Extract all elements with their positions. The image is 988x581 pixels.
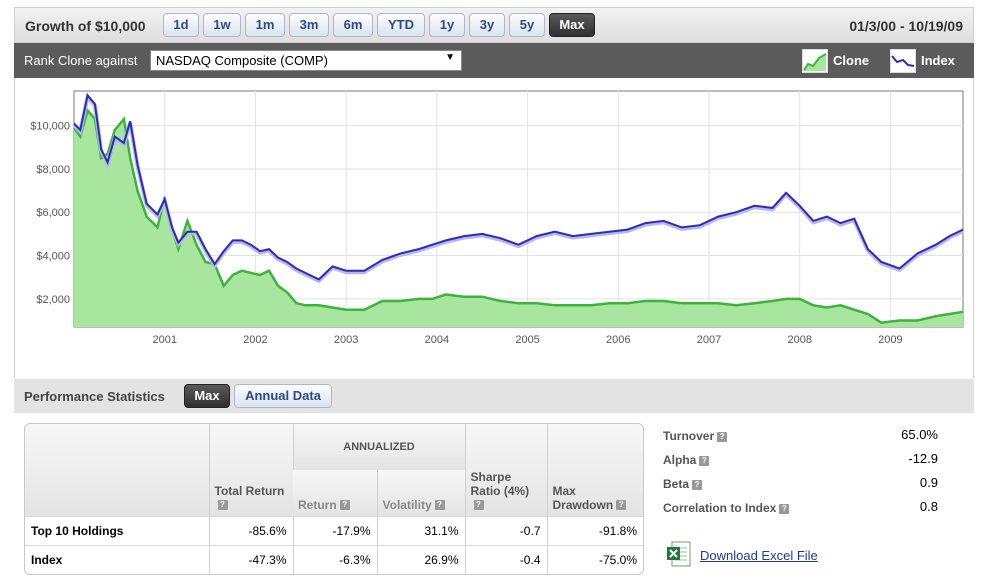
metric-label: Turnover xyxy=(663,429,715,443)
index-select-value: NASDAQ Composite (COMP) xyxy=(156,53,328,68)
x-tick-label: 2005 xyxy=(515,334,539,346)
x-tick-label: 2009 xyxy=(878,334,902,346)
metric-value: 0.9 xyxy=(919,475,938,490)
col-total-return: Total Return? xyxy=(208,424,293,516)
range-6m-button[interactable]: 6m xyxy=(333,13,373,37)
growth-chart: $2,000 $4,000 $6,000 $8,000 $10,000 2001 2002 2… xyxy=(14,78,974,378)
growth-title: Growth of $10,000 xyxy=(25,18,146,34)
y-tick-label: $6,000 xyxy=(36,207,70,219)
metric-correlation: Correlation to Index? 0.8 xyxy=(663,498,938,522)
download-excel-link[interactable]: Download Excel File xyxy=(700,548,818,563)
help-icon[interactable]: ? xyxy=(434,500,445,511)
dropdown-arrow-icon: ▼ xyxy=(445,52,455,63)
rank-bar: Rank Clone against NASDAQ Composite (COM… xyxy=(14,43,974,78)
cell-total-return: -85.6% xyxy=(208,515,293,545)
row-label: Top 10 Holdings xyxy=(25,515,209,545)
x-tick-label: 2001 xyxy=(152,334,176,346)
y-tick-label: $10,000 xyxy=(30,121,70,133)
y-tick-label: $4,000 xyxy=(36,251,70,263)
range-max-button[interactable]: Max xyxy=(549,13,595,37)
range-3m-button[interactable]: 3m xyxy=(289,13,329,37)
y-tick-label: $2,000 xyxy=(36,294,70,306)
table-row: Index -47.3% -6.3% 26.9% -0.4 -75.0% xyxy=(25,544,643,574)
x-tick-label: 2003 xyxy=(334,334,358,346)
range-3y-button[interactable]: 3y xyxy=(469,13,505,37)
clone-legend-label: Clone xyxy=(833,53,870,68)
range-ytd-button[interactable]: YTD xyxy=(377,13,425,37)
col-drawdown: Max Drawdown? xyxy=(546,424,643,516)
metrics-panel: Turnover? 65.0% Alpha? -12.9 Beta? 0.9 C… xyxy=(663,426,938,522)
cell-sharpe: -0.4 xyxy=(464,544,547,574)
x-tick-label: 2007 xyxy=(697,334,721,346)
col-sharpe-label: Sharpe Ratio (4%) xyxy=(470,469,530,498)
col-volatility: Volatility? xyxy=(376,470,465,516)
growth-toolbar: Growth of $10,000 1d 1w 1m 3m 6m YTD 1y … xyxy=(14,7,974,43)
index-legend-label: Index xyxy=(921,53,955,68)
help-icon[interactable]: ? xyxy=(779,503,790,514)
metric-beta: Beta? 0.9 xyxy=(663,474,938,498)
cell-return: -6.3% xyxy=(292,544,377,574)
tab-annual-data[interactable]: Annual Data xyxy=(234,384,332,408)
help-icon[interactable]: ? xyxy=(699,455,710,466)
metric-label: Alpha xyxy=(663,453,697,467)
x-tick-label: 2008 xyxy=(787,334,811,346)
col-annualized: ANNUALIZED xyxy=(292,424,465,470)
x-tick-label: 2006 xyxy=(606,334,630,346)
metric-label: Beta xyxy=(663,477,690,491)
excel-file-icon xyxy=(667,541,691,567)
metric-alpha: Alpha? -12.9 xyxy=(663,450,938,474)
rank-label: Rank Clone against xyxy=(24,53,138,68)
help-icon[interactable]: ? xyxy=(217,500,228,511)
range-1d-button[interactable]: 1d xyxy=(163,13,199,37)
metric-turnover: Turnover? 65.0% xyxy=(663,426,938,450)
row-label: Index xyxy=(25,544,209,574)
index-legend-swatch-icon xyxy=(890,49,916,73)
table-row: Top 10 Holdings -85.6% -17.9% 31.1% -0.7… xyxy=(25,515,643,545)
col-sharpe: Sharpe Ratio (4%)? xyxy=(464,424,547,516)
range-1y-button[interactable]: 1y xyxy=(429,13,465,37)
cell-drawdown: -91.8% xyxy=(546,515,643,545)
col-return-label: Return xyxy=(298,497,337,512)
metric-label: Correlation to Index xyxy=(663,501,777,515)
performance-table: Total Return? ANNUALIZED Sharpe Ratio (4… xyxy=(24,423,644,575)
table-corner xyxy=(25,424,209,516)
x-tick-label: 2002 xyxy=(243,334,267,346)
growth-chart-svg: $2,000 $4,000 $6,000 $8,000 $10,000 2001 2002 2… xyxy=(30,90,964,346)
cell-volatility: 31.1% xyxy=(376,515,465,545)
col-return: Return? xyxy=(293,470,377,516)
clone-line xyxy=(72,107,964,324)
stats-bar: Performance Statistics Max Annual Data xyxy=(14,379,974,413)
range-1w-button[interactable]: 1w xyxy=(203,13,241,37)
metric-value: 65.0% xyxy=(901,427,938,442)
x-tick-label: 2004 xyxy=(425,334,449,346)
help-icon[interactable]: ? xyxy=(616,500,627,511)
clone-legend-swatch-icon xyxy=(802,49,828,73)
col-total-return-label: Total Return xyxy=(214,483,285,498)
metric-value: -12.9 xyxy=(908,451,938,466)
range-1m-button[interactable]: 1m xyxy=(245,13,285,37)
help-icon[interactable]: ? xyxy=(473,500,484,511)
col-drawdown-label: Max Drawdown xyxy=(552,483,614,512)
cell-volatility: 26.9% xyxy=(376,544,465,574)
cell-drawdown: -75.0% xyxy=(546,544,643,574)
cell-return: -17.9% xyxy=(292,515,377,545)
index-line xyxy=(73,93,964,281)
help-icon[interactable]: ? xyxy=(717,431,728,442)
clone-area xyxy=(74,110,963,327)
range-5y-button[interactable]: 5y xyxy=(509,13,545,37)
date-range: 01/3/00 - 10/19/09 xyxy=(849,18,963,34)
tab-max[interactable]: Max xyxy=(184,384,230,408)
help-icon[interactable]: ? xyxy=(339,500,350,511)
index-select[interactable]: NASDAQ Composite (COMP) ▼ xyxy=(150,50,462,71)
y-tick-label: $8,000 xyxy=(36,164,70,176)
cell-sharpe: -0.7 xyxy=(464,515,547,545)
metric-value: 0.8 xyxy=(919,499,938,514)
cell-total-return: -47.3% xyxy=(208,544,293,574)
stats-title: Performance Statistics xyxy=(24,389,165,404)
help-icon[interactable]: ? xyxy=(692,479,703,490)
col-volatility-label: Volatility xyxy=(382,497,432,512)
